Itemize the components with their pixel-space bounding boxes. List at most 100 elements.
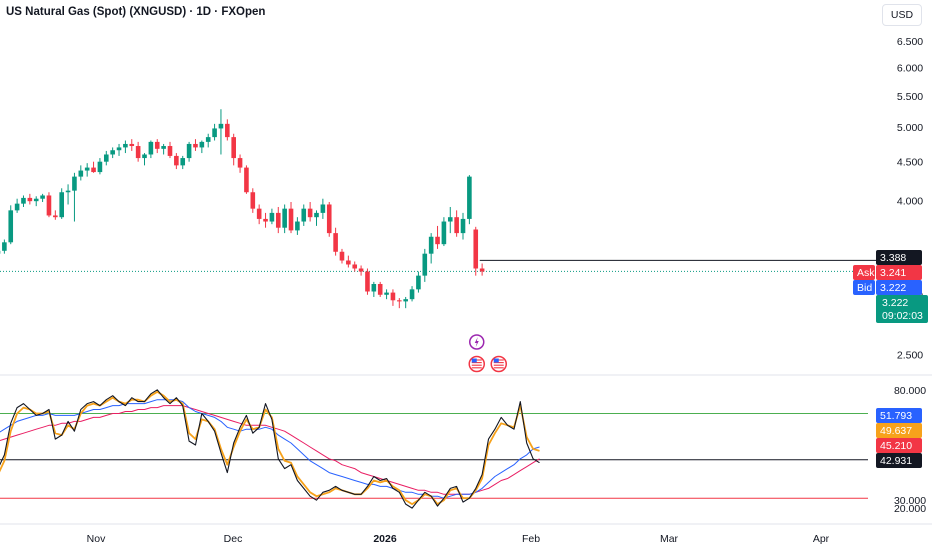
- candle-body: [21, 197, 26, 204]
- ask-price-tag: 3.241: [880, 267, 906, 279]
- candle-body: [384, 292, 389, 295]
- osc-value-tag: 49.637: [880, 425, 912, 437]
- bid-label-tag-bg: [853, 280, 875, 295]
- osc-value-tag-bg: [876, 453, 922, 468]
- candle-body: [365, 271, 370, 292]
- candle-body: [403, 299, 408, 302]
- candle-body: [142, 154, 147, 159]
- candle-body: [390, 292, 396, 301]
- candle-body: [275, 212, 281, 228]
- candle-body: [441, 221, 447, 245]
- candle-body: [84, 167, 90, 171]
- candle-body: [91, 167, 96, 173]
- candle-body: [358, 268, 364, 272]
- candle-body: [161, 146, 166, 149]
- candle-body: [244, 167, 249, 193]
- osc-tick-label: 30.000: [894, 495, 926, 507]
- price-tick-label: 6.000: [897, 62, 923, 74]
- candle-body: [447, 217, 453, 222]
- candle-body: [33, 198, 39, 202]
- candle-body: [263, 218, 268, 222]
- candle-body: [256, 208, 262, 219]
- countdown-timer: 09:02:03: [882, 310, 923, 322]
- candle-body: [225, 123, 230, 138]
- candle-body: [352, 264, 358, 269]
- candle-body: [40, 195, 45, 199]
- osc-value-tag: 42.931: [880, 455, 912, 467]
- candle-body: [307, 208, 313, 218]
- candle-body: [199, 141, 205, 148]
- time-axis-label: Feb: [522, 533, 540, 545]
- candle-body: [72, 176, 77, 191]
- ma-blue-series: [0, 399, 540, 499]
- rsi-series: [0, 389, 540, 509]
- osc-value-tag-bg: [876, 408, 922, 423]
- candle-body: [416, 275, 421, 290]
- osc-value-tag: 51.793: [880, 410, 912, 422]
- price-tick-label: 2.500: [897, 350, 923, 362]
- k-series: [0, 390, 540, 506]
- candle-body: [237, 158, 243, 168]
- price-tick-label: 5.500: [897, 91, 923, 103]
- osc-tick-label: 80.000: [894, 385, 926, 397]
- candle-body: [65, 190, 71, 193]
- bid-label-tag: Bid: [857, 282, 872, 294]
- candle-body: [135, 146, 141, 159]
- ma-red-series: [0, 405, 540, 495]
- osc-tick-label: 20.000: [894, 503, 926, 515]
- price-tick-label: 4.500: [897, 157, 923, 169]
- candle-body: [301, 208, 307, 222]
- candle-body: [295, 221, 300, 231]
- candle-body: [314, 212, 319, 218]
- candle-body: [320, 204, 326, 213]
- high-price-tag-bg: [876, 250, 922, 265]
- candles-group: [0, 109, 485, 309]
- ask-price-tag-bg: [876, 265, 922, 280]
- candle-body: [103, 154, 109, 162]
- candle-body: [2, 242, 7, 251]
- candle-body: [116, 147, 122, 151]
- currency-button[interactable]: USD: [882, 4, 922, 26]
- flag-canton: [471, 358, 477, 363]
- time-axis-label: Apr: [813, 533, 830, 545]
- candle-body: [473, 229, 479, 269]
- candle-body: [78, 170, 84, 177]
- candle-body: [167, 146, 173, 156]
- candle-body: [288, 208, 294, 231]
- candle-body: [218, 123, 224, 129]
- last-price-tag: 3.222: [882, 297, 908, 309]
- candle-body: [174, 155, 179, 166]
- candle-body: [110, 150, 115, 155]
- candle-body: [346, 260, 351, 265]
- candle-body: [154, 141, 160, 149]
- symbol-title[interactable]: US Natural Gas (Spot) (XNGUSD) · 1D · FX…: [6, 6, 266, 18]
- lightning-glyph-icon: [474, 337, 479, 347]
- candle-body: [479, 268, 485, 272]
- candle-body: [282, 208, 287, 228]
- candle-body: [193, 143, 198, 148]
- candle-body: [180, 158, 186, 166]
- candle-body: [409, 289, 415, 300]
- osc-value-tag-bg: [876, 438, 922, 453]
- high-price-tag: 3.388: [880, 252, 906, 264]
- price-tick-label: 6.500: [897, 36, 923, 48]
- candle-body: [205, 137, 211, 142]
- candle-body: [212, 128, 217, 138]
- candle-body: [326, 204, 332, 234]
- candle-body: [428, 236, 434, 254]
- candle-body: [467, 176, 472, 219]
- candle-body: [333, 233, 338, 252]
- candle-body: [59, 192, 64, 218]
- candle-body: [422, 253, 428, 276]
- ask-label-tag-bg: [853, 265, 875, 280]
- time-axis-label: Nov: [87, 533, 106, 545]
- time-axis-label: Mar: [660, 533, 679, 545]
- ask-label-tag: Ask: [857, 267, 875, 279]
- candle-body: [123, 143, 128, 148]
- candle-body: [186, 143, 192, 159]
- candle-body: [454, 217, 459, 234]
- candle-body: [397, 300, 402, 302]
- flag-canton: [493, 358, 499, 363]
